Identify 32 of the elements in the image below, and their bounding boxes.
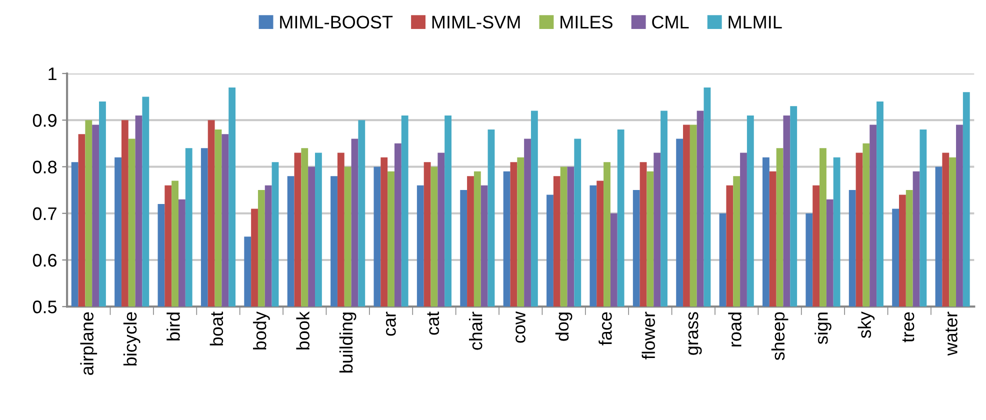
x-tick-label: road [728, 312, 742, 346]
x-tick-label: car [386, 312, 396, 336]
x-tick-label: face [598, 312, 612, 346]
y-tick-label: 0.9 [32, 114, 56, 127]
x-tick-label: grass [688, 312, 702, 355]
legend-label: MIML-SVM [432, 16, 520, 29]
y-tick-label: 0.8 [32, 160, 57, 174]
y-tick-label: 1 [48, 68, 56, 80]
x-tick-label: airplane [80, 312, 98, 375]
x-tick-label: cow [516, 311, 526, 343]
y-tick-label: 0.5 [32, 300, 57, 314]
x-tick-label: dog [555, 312, 572, 341]
x-tick-label: cat [427, 312, 440, 335]
x-tick-label: boat [210, 312, 224, 346]
y-tick-label: 0.6 [32, 254, 57, 267]
x-tick-label: tree [902, 312, 914, 342]
x-tick-label: sheep [771, 312, 788, 360]
x-tick-label: building [339, 312, 356, 373]
legend-label: MLMIL [728, 16, 782, 28]
x-tick-label: book [296, 311, 310, 350]
y-tick-label: 0.7 [32, 207, 56, 220]
x-tick-label: body [253, 311, 270, 350]
legend-label: MILES [560, 16, 612, 29]
x-tick-label: bicycle [123, 312, 140, 366]
x-tick-label: water [946, 312, 958, 356]
x-tick-label: sky [858, 311, 875, 338]
x-tick-label: sign [814, 312, 832, 344]
x-tick-label: chair [468, 312, 482, 350]
x-tick-label: flower [642, 312, 656, 360]
legend-label: MIML-BOOST [280, 16, 393, 29]
x-tick-label: bird [166, 312, 180, 340]
legend-label: CML [652, 16, 689, 29]
